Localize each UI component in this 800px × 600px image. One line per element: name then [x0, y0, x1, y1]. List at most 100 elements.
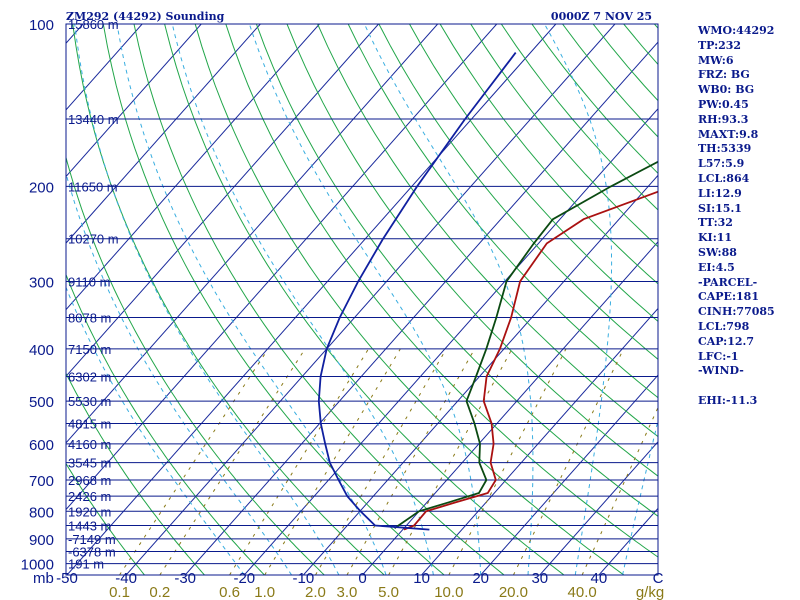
height-label: 1920 m [68, 504, 111, 519]
axis-labels: 15860 m 13440 m 11650 m 10270 m 9110 m 8078 m… [21, 17, 665, 600]
dry-adiabat-line [194, 24, 625, 575]
pressure-tick-label: 500 [29, 394, 54, 411]
mixing-ratio-line [315, 348, 447, 575]
index-entry: KI:11 [698, 231, 733, 245]
pressure-tick-label: 200 [29, 179, 54, 196]
dry-adiabat-line [439, 24, 658, 285]
mixing-ratio-line [448, 348, 567, 575]
index-entry: WB0: BG [698, 83, 755, 97]
index-entry: MW:6 [698, 53, 734, 67]
sounding-profiles [317, 52, 658, 531]
isotherm-line [66, 24, 202, 178]
dry-adiabat-line [409, 24, 658, 323]
mixing-ratio-line [119, 348, 269, 575]
height-label: 7150 m [68, 342, 111, 357]
index-entry: RH:93.3 [698, 112, 749, 126]
height-label: 2426 m [68, 489, 111, 504]
pressure-tick-label: 400 [29, 342, 54, 359]
temperature-tick-label: -10 [293, 570, 315, 587]
station-title: ZM292 (44292) Sounding [66, 10, 225, 23]
temperature-tick-label: 30 [531, 570, 548, 587]
isotherm-line [539, 441, 658, 575]
isotherm-line [66, 24, 557, 575]
pressure-tick-label: 100 [29, 17, 54, 34]
isotherm-line [421, 307, 658, 575]
mixing-ratio-line [388, 348, 513, 575]
dry-adiabat-line [225, 24, 658, 558]
mixing-ratio-tick-label: 20.0 [499, 584, 528, 600]
isobar-lines [66, 23, 658, 565]
index-entry: TP:232 [698, 38, 742, 52]
isotherm-line [66, 24, 439, 444]
temperature-tick-label: -50 [56, 570, 78, 587]
mixing-ratio-tick-label: 0.2 [149, 584, 170, 600]
isotherm-line [362, 241, 658, 575]
index-entry: EI:4.5 [698, 260, 735, 274]
index-entry: LCL:864 [698, 171, 750, 185]
mixing-ratio-tick-label: 10.0 [434, 584, 463, 600]
moist-adiabat-line [544, 24, 613, 575]
index-entry: TH:5339 [698, 142, 752, 156]
index-entry: L57:5.9 [698, 157, 745, 171]
temperature-tick-label: 40 [591, 570, 608, 587]
index-entry: -PARCEL- [698, 275, 758, 289]
dry-adiabat-line [66, 273, 265, 575]
index-entry: PW:0.45 [698, 97, 749, 111]
dry-adiabat-line [72, 24, 385, 575]
dry-adiabat-line [133, 24, 505, 575]
index-entry: MAXT:9.8 [698, 127, 759, 141]
mixing-ratio-tick-label: 0.6 [219, 584, 240, 600]
isotherm-line [243, 107, 658, 575]
height-label: 5530 m [68, 394, 111, 409]
dry-adiabat-line [378, 24, 658, 360]
index-entry: WMO:44292 [698, 24, 775, 37]
index-entry: LCL:798 [698, 319, 750, 333]
dry-adiabat-line [66, 462, 145, 575]
moist-adiabat-line [622, 418, 658, 575]
mixing-ratio-tick-label: 5.0 [378, 584, 399, 600]
index-entry: LFC:-1 [698, 349, 739, 363]
dry-adiabat-line [102, 24, 445, 575]
height-label: 13440 m [68, 112, 119, 127]
pressure-unit-label: mb [33, 570, 54, 587]
pressure-tick-label: 1000 [21, 557, 54, 574]
height-label: 4160 m [68, 437, 111, 452]
dry-adiabat-line [286, 24, 658, 477]
mixing-ratio-tick-label: 2.0 [305, 584, 326, 600]
height-label: 191 m [68, 557, 104, 572]
valid-time: 0000Z 7 NOV 25 [551, 10, 652, 23]
mixing-ratio-line [346, 348, 476, 575]
dry-adiabat-line [255, 24, 658, 517]
height-label: 4815 m [68, 416, 111, 431]
index-entry: CAPE:181 [698, 290, 759, 304]
height-label: 10270 m [68, 232, 119, 247]
index-entry: -WIND- [698, 364, 744, 378]
isotherm-line [66, 24, 498, 511]
temperature-profile-line [403, 190, 658, 531]
mixing-ratio-unit-label: g/kg [636, 584, 664, 600]
dry-adiabat-line [164, 24, 565, 575]
moist-adiabat-line [74, 24, 340, 575]
height-label: 11650 m [68, 179, 118, 194]
temperature-tick-label: -20 [233, 570, 255, 587]
moist-adiabat-line [116, 24, 387, 575]
isotherm-line [66, 24, 320, 311]
isotherm-line [480, 374, 658, 575]
isotherm-line [125, 24, 616, 575]
height-label: 6302 m [68, 369, 111, 384]
temperature-tick-label: C [653, 570, 664, 587]
pressure-tick-label: 800 [29, 504, 54, 521]
dry-adiabat-line [66, 155, 325, 575]
mixing-ratio-line [512, 348, 625, 575]
height-label: -7149 m [68, 532, 116, 547]
plot-frame [65, 23, 659, 576]
index-entry: FRZ: BG [698, 68, 750, 82]
parcel-profile-line [317, 52, 517, 531]
isotherm-line [184, 41, 658, 575]
index-entry: CINH:77085 [698, 305, 775, 319]
temperature-tick-label: 10 [413, 570, 430, 587]
temperature-tick-label: -30 [174, 570, 196, 587]
dewpoint-profile-line [393, 160, 658, 529]
height-label: 1443 m [68, 518, 111, 533]
